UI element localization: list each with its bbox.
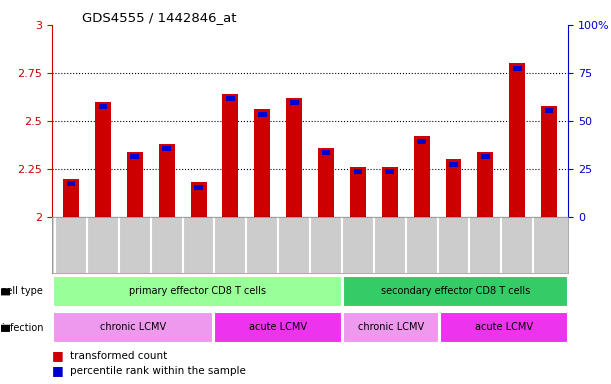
Text: acute LCMV: acute LCMV <box>249 322 307 332</box>
Bar <box>159 144 175 217</box>
Bar <box>222 94 238 217</box>
Bar <box>545 108 554 113</box>
Bar <box>63 179 79 217</box>
Bar <box>477 152 493 217</box>
Bar <box>53 312 213 343</box>
Text: ■: ■ <box>52 349 64 362</box>
Text: chronic LCMV: chronic LCMV <box>357 322 424 332</box>
Text: cell type: cell type <box>1 286 43 296</box>
Bar <box>67 181 75 186</box>
Text: secondary effector CD8 T cells: secondary effector CD8 T cells <box>381 286 530 296</box>
Bar <box>510 63 525 217</box>
Text: ■: ■ <box>52 364 64 377</box>
Bar <box>513 66 522 71</box>
Bar <box>95 102 111 217</box>
Bar <box>343 312 439 343</box>
Bar <box>445 159 461 217</box>
Bar <box>226 96 235 101</box>
FancyArrow shape <box>1 325 14 331</box>
Bar <box>254 109 270 217</box>
Bar <box>98 104 108 109</box>
Bar <box>414 136 430 217</box>
Bar <box>290 100 299 105</box>
Bar <box>130 154 139 159</box>
Bar <box>354 169 362 174</box>
Text: infection: infection <box>1 323 44 333</box>
Bar <box>318 148 334 217</box>
Bar <box>163 146 171 151</box>
Bar <box>214 312 342 343</box>
Bar <box>258 112 266 117</box>
Bar <box>541 106 557 217</box>
Bar <box>350 167 366 217</box>
Bar <box>440 312 568 343</box>
Bar <box>417 139 426 144</box>
Text: GDS4555 / 1442846_at: GDS4555 / 1442846_at <box>82 12 237 25</box>
Text: acute LCMV: acute LCMV <box>475 322 533 332</box>
Bar <box>194 185 203 190</box>
Bar <box>53 276 342 307</box>
Text: transformed count: transformed count <box>70 351 167 361</box>
Bar <box>191 182 207 217</box>
Bar <box>127 152 143 217</box>
Text: percentile rank within the sample: percentile rank within the sample <box>70 366 246 376</box>
Bar <box>449 162 458 167</box>
Bar <box>386 169 394 174</box>
FancyArrow shape <box>1 289 14 295</box>
Bar <box>382 167 398 217</box>
Bar <box>286 98 302 217</box>
Bar <box>481 154 490 159</box>
Bar <box>321 150 331 155</box>
Text: chronic LCMV: chronic LCMV <box>100 322 166 332</box>
Text: primary effector CD8 T cells: primary effector CD8 T cells <box>129 286 266 296</box>
Bar <box>343 276 568 307</box>
